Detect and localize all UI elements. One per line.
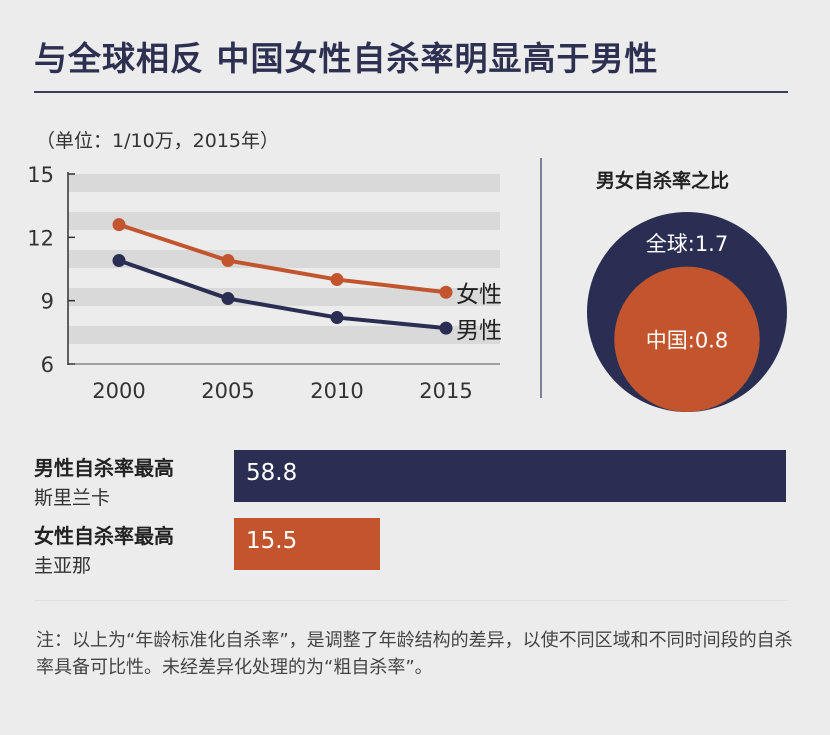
series-line [118, 222, 447, 295]
bar-female-guyana: 15.5 [234, 518, 380, 570]
grid-band [68, 250, 500, 268]
data-point [330, 273, 344, 287]
series-female: 女性 [112, 218, 502, 308]
series-line [118, 258, 447, 331]
grid-band [68, 288, 500, 306]
y-tick-label: 15 [27, 163, 54, 187]
y-tick-label: 12 [27, 226, 54, 250]
data-point [221, 292, 235, 306]
footnote: 注：以上为“年龄标准化自杀率”，是调整了年龄结构的差异，以使不同区域和不同时间段… [36, 630, 793, 678]
bar-label-line1: 女性自杀率最高 [34, 524, 174, 548]
ratio-circle-chart: 全球:1.7 中国:0.8 [587, 212, 787, 412]
vertical-divider [540, 158, 542, 398]
china-ratio-circle [614, 266, 760, 412]
data-point [439, 285, 453, 299]
x-tick-label: 2000 [92, 379, 145, 403]
x-tick-label: 2010 [310, 379, 363, 403]
bar-label-female: 女性自杀率最高 圭亚那 [34, 520, 174, 578]
bar-label-line2: 斯里兰卡 [34, 487, 111, 509]
series-male: 男性 [112, 254, 502, 344]
bar-label-line1: 男性自杀率最高 [34, 456, 174, 480]
data-point [330, 311, 344, 325]
unit-label: （单位：1/10万，2015年） [36, 130, 280, 152]
ratio-chart-title: 男女自杀率之比 [596, 170, 730, 192]
bar-male-sri-lanka: 58.8 [234, 450, 786, 502]
bar-label-line2: 圭亚那 [34, 555, 92, 577]
china-ratio-label: 中国:0.8 [646, 328, 728, 352]
data-point [221, 254, 235, 268]
global-ratio-label: 全球:1.7 [646, 232, 728, 256]
grid-band [68, 212, 500, 230]
bar-label-male: 男性自杀率最高 斯里兰卡 [34, 452, 174, 510]
title-divider [34, 91, 788, 93]
footnote-divider [34, 600, 788, 601]
data-point [112, 254, 126, 268]
grid-bands [68, 174, 500, 344]
grid-band [68, 326, 500, 344]
y-tick-label: 6 [41, 353, 54, 377]
x-tick-label: 2015 [419, 379, 472, 403]
series-label: 女性 [456, 282, 502, 308]
bar-value-label: 15.5 [246, 528, 298, 554]
series-label: 男性 [456, 318, 502, 344]
x-tick-label: 2005 [201, 379, 254, 403]
data-point [112, 218, 126, 232]
bar-value-label: 58.8 [246, 460, 298, 486]
data-point [439, 321, 453, 335]
page-title: 与全球相反 中国女性自杀率明显高于男性 [34, 39, 659, 78]
y-tick-label: 9 [41, 290, 54, 314]
grid-band [68, 174, 500, 192]
